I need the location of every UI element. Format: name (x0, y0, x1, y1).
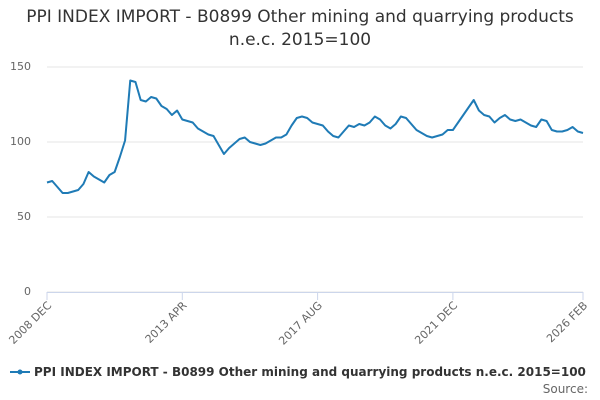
x-tick-label: 2026 FEB (544, 299, 590, 345)
y-tick-label: 150 (10, 60, 31, 73)
legend[interactable]: PPI INDEX IMPORT - B0899 Other mining an… (10, 365, 586, 379)
legend-swatch (10, 369, 30, 375)
data-line (46, 79, 584, 194)
source: Source: (542, 382, 588, 396)
x-tick-label: 2008 DEC (6, 299, 54, 347)
x-tick-label: 2021 DEC (412, 299, 460, 347)
y-tick-label: 0 (24, 285, 31, 298)
y-tick-label: 100 (10, 135, 31, 148)
y-tick-label: 50 (17, 210, 31, 223)
chart-title: PPI INDEX IMPORT - B0899 Other mining an… (26, 7, 574, 50)
legend-label: PPI INDEX IMPORT - B0899 Other mining an… (34, 365, 586, 379)
x-tick-label: 2013 APR (143, 299, 190, 346)
x-tick-label: 2017 AUG (276, 299, 325, 348)
